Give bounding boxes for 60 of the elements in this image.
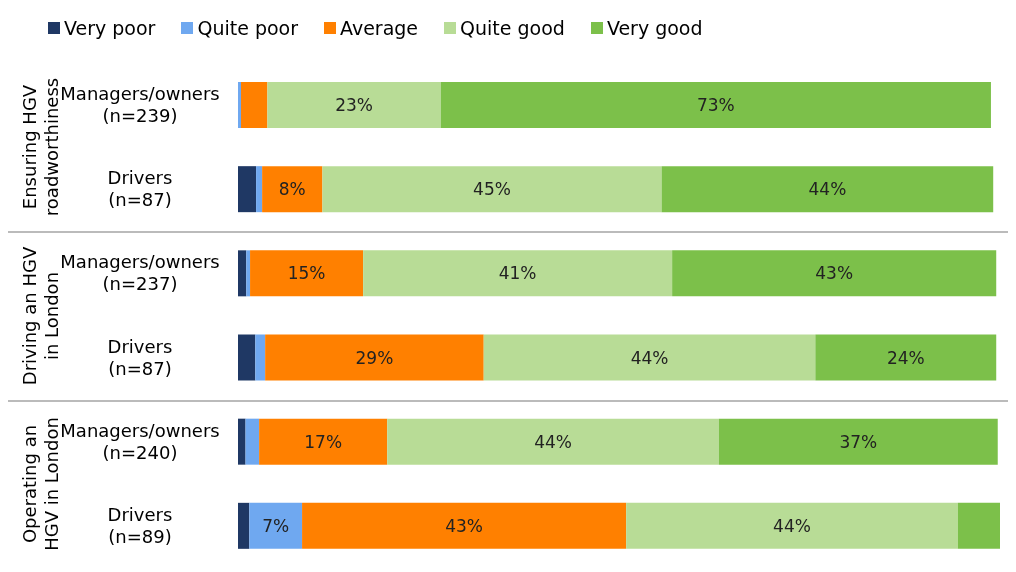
data-label: 29% bbox=[355, 347, 394, 368]
data-label: 44% bbox=[534, 431, 572, 452]
legend-label: Very good bbox=[606, 17, 703, 39]
bar bbox=[250, 250, 364, 297]
bar bbox=[246, 250, 251, 297]
y-tick-label: Managers/owners (n=237) bbox=[60, 251, 220, 295]
data-label: 45% bbox=[473, 179, 511, 200]
data-label: 44% bbox=[630, 347, 669, 368]
data-label: 37% bbox=[839, 431, 878, 452]
text: Driving an HGV in London bbox=[19, 245, 62, 387]
data-label: 44% bbox=[808, 179, 847, 200]
bar bbox=[238, 418, 246, 465]
y-tick-label: Drivers (n=87) bbox=[107, 335, 173, 379]
bar bbox=[259, 418, 388, 465]
bar bbox=[661, 166, 994, 213]
bar bbox=[238, 250, 247, 297]
bar bbox=[238, 502, 250, 549]
bar bbox=[815, 334, 997, 381]
text: Ensuring HGV roadworthiness bbox=[19, 77, 62, 219]
y-tick-label: Managers/owners (n=239) bbox=[60, 83, 220, 127]
data-label: 24% bbox=[886, 347, 925, 368]
bar bbox=[387, 418, 719, 465]
bar bbox=[718, 418, 998, 465]
legend-label: Quite good bbox=[460, 17, 565, 39]
bar bbox=[267, 82, 441, 128]
data-label: 41% bbox=[498, 263, 537, 284]
bar bbox=[262, 166, 323, 213]
data-label: 15% bbox=[287, 263, 326, 284]
data-label: 43% bbox=[445, 515, 484, 536]
bar bbox=[238, 334, 256, 381]
bar bbox=[241, 82, 268, 128]
data-label: 17% bbox=[304, 431, 343, 452]
bar bbox=[256, 166, 263, 213]
y-tick-label: Drivers (n=89) bbox=[107, 503, 173, 547]
bar bbox=[626, 502, 958, 549]
bar bbox=[238, 82, 242, 128]
bar bbox=[483, 334, 816, 381]
data-label: 7% bbox=[262, 515, 290, 536]
bar bbox=[322, 166, 662, 213]
data-label: 73% bbox=[696, 95, 735, 115]
data-label: 8% bbox=[278, 179, 306, 200]
y-tick-label: Drivers (n=87) bbox=[107, 167, 173, 211]
text: Operating an HGV in London bbox=[19, 416, 62, 553]
bar bbox=[302, 502, 627, 549]
bar bbox=[672, 250, 997, 297]
bar bbox=[245, 418, 260, 465]
bar bbox=[957, 502, 1000, 549]
legend-label: Quite poor bbox=[197, 17, 299, 39]
bar bbox=[255, 334, 266, 381]
bar bbox=[249, 502, 303, 549]
bar bbox=[265, 334, 484, 381]
data-label: 43% bbox=[815, 263, 854, 284]
y-tick-label: Managers/owners (n=240) bbox=[60, 419, 220, 463]
data-label: 44% bbox=[773, 515, 811, 536]
bar bbox=[238, 166, 257, 213]
bar bbox=[363, 250, 673, 297]
legend-label: Average bbox=[340, 17, 419, 39]
data-label: 23% bbox=[335, 95, 373, 115]
bar bbox=[440, 82, 991, 128]
legend-label: Very poor bbox=[64, 17, 156, 39]
